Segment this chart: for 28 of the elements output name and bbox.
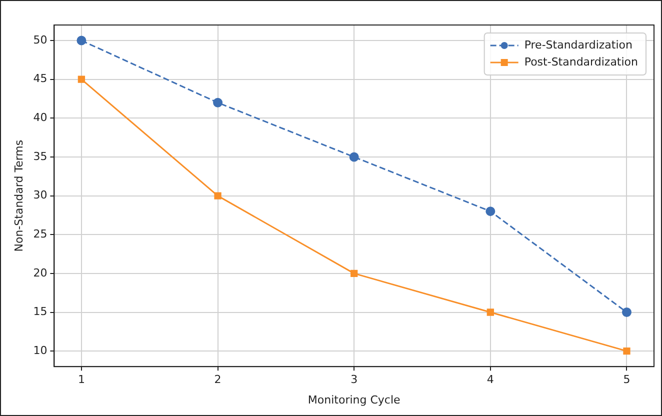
x-axis-title: Monitoring Cycle [308,393,401,406]
y-tick-label: 10 [33,344,48,357]
y-tick-label: 15 [33,305,48,318]
x-tick-label: 4 [486,373,494,386]
y-axis-title: Non-Standard Terms [12,140,26,252]
point [78,76,86,83]
point [213,98,223,108]
legend-label: Post-Standardization [524,55,638,68]
x-tick-label: 3 [350,373,358,386]
point [486,206,496,216]
point [623,347,630,355]
legend-label: Pre-Standardization [524,38,632,52]
y-tick-label: 35 [33,150,48,163]
x-tick-label: 1 [78,373,85,386]
y-tick-label: 25 [33,227,48,240]
x-tick-label: 5 [623,373,630,386]
y-tick-label: 20 [33,266,48,280]
y-tick-label: 30 [33,188,48,202]
y-tick-label: 40 [33,111,48,124]
point [214,192,222,200]
point [622,308,632,318]
x-tick-label: 2 [214,373,222,386]
y-tick-label: 45 [33,72,48,86]
point [76,36,86,46]
y-tick-label: 50 [33,33,48,46]
point [349,152,359,162]
point [350,270,358,278]
point [486,308,494,316]
